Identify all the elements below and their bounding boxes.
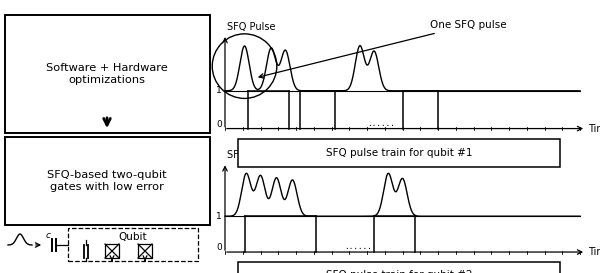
Text: SFQ Pulse: SFQ Pulse xyxy=(227,22,275,32)
Text: 0: 0 xyxy=(216,120,222,129)
FancyBboxPatch shape xyxy=(238,262,560,273)
Text: SFQ pulse train for qubit #2: SFQ pulse train for qubit #2 xyxy=(326,270,472,273)
Text: SFQ pulse train for qubit #1: SFQ pulse train for qubit #1 xyxy=(326,148,472,158)
Text: 1: 1 xyxy=(216,86,222,95)
Text: ......: ...... xyxy=(344,242,372,251)
Text: One SFQ pulse: One SFQ pulse xyxy=(259,20,506,78)
Bar xyxy=(105,244,119,258)
Text: SFQ Pulse: SFQ Pulse xyxy=(227,150,275,160)
FancyBboxPatch shape xyxy=(238,139,560,167)
Text: Time: Time xyxy=(588,247,600,257)
Text: Time: Time xyxy=(588,124,600,133)
Text: 1: 1 xyxy=(216,212,222,221)
FancyBboxPatch shape xyxy=(5,15,210,133)
Text: ......: ...... xyxy=(367,118,395,127)
Text: c: c xyxy=(46,231,50,240)
Text: Qubit: Qubit xyxy=(119,232,148,242)
Bar xyxy=(138,244,152,258)
FancyBboxPatch shape xyxy=(68,228,198,261)
Text: SFQ-based two-qubit
gates with low error: SFQ-based two-qubit gates with low error xyxy=(47,170,167,192)
Text: 0: 0 xyxy=(216,243,222,252)
FancyBboxPatch shape xyxy=(5,137,210,225)
Text: Software + Hardware
optimizations: Software + Hardware optimizations xyxy=(46,63,168,85)
